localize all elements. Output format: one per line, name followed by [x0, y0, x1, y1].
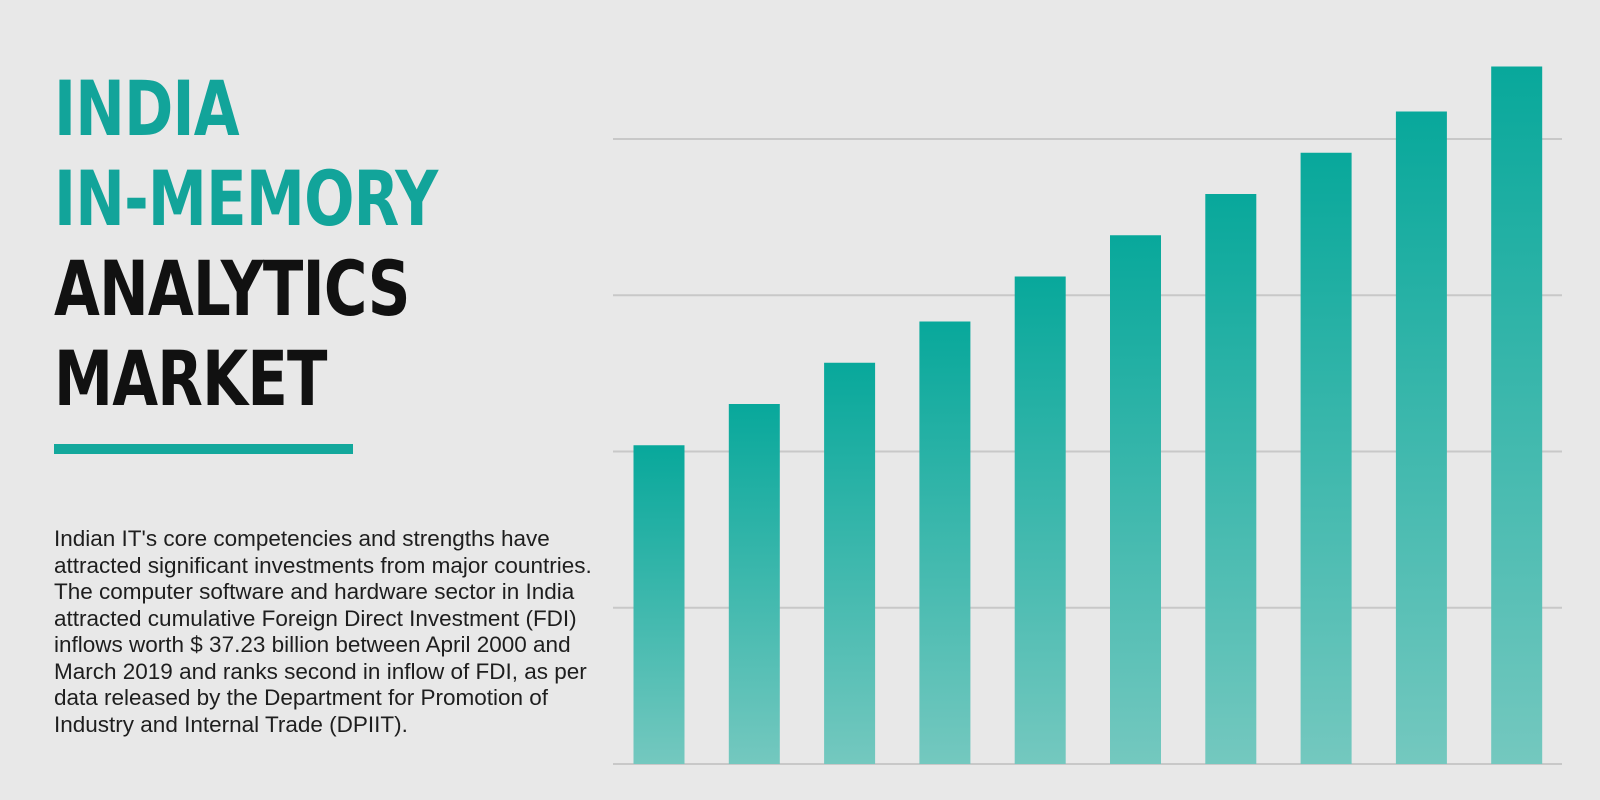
- bar: [633, 445, 685, 764]
- title-line-in-memory: IN-MEMORY: [54, 154, 438, 243]
- bar: [1110, 235, 1161, 764]
- bar: [919, 321, 971, 764]
- bar: [1205, 194, 1257, 764]
- page-title: INDIA IN-MEMORY ANALYTICS MARKET: [54, 64, 438, 424]
- bars: [633, 66, 1543, 764]
- title-line-india: INDIA: [54, 64, 240, 153]
- bar: [1300, 152, 1352, 764]
- description-text: Indian IT's core competencies and streng…: [54, 526, 592, 737]
- bar: [1014, 276, 1066, 764]
- bar: [1395, 111, 1447, 764]
- bar: [728, 404, 780, 764]
- title-line-market: MARKET: [54, 334, 327, 423]
- bar: [824, 362, 876, 764]
- title-divider: [54, 444, 353, 454]
- bar: [1491, 66, 1543, 764]
- title-line-analytics: ANALYTICS: [54, 244, 410, 333]
